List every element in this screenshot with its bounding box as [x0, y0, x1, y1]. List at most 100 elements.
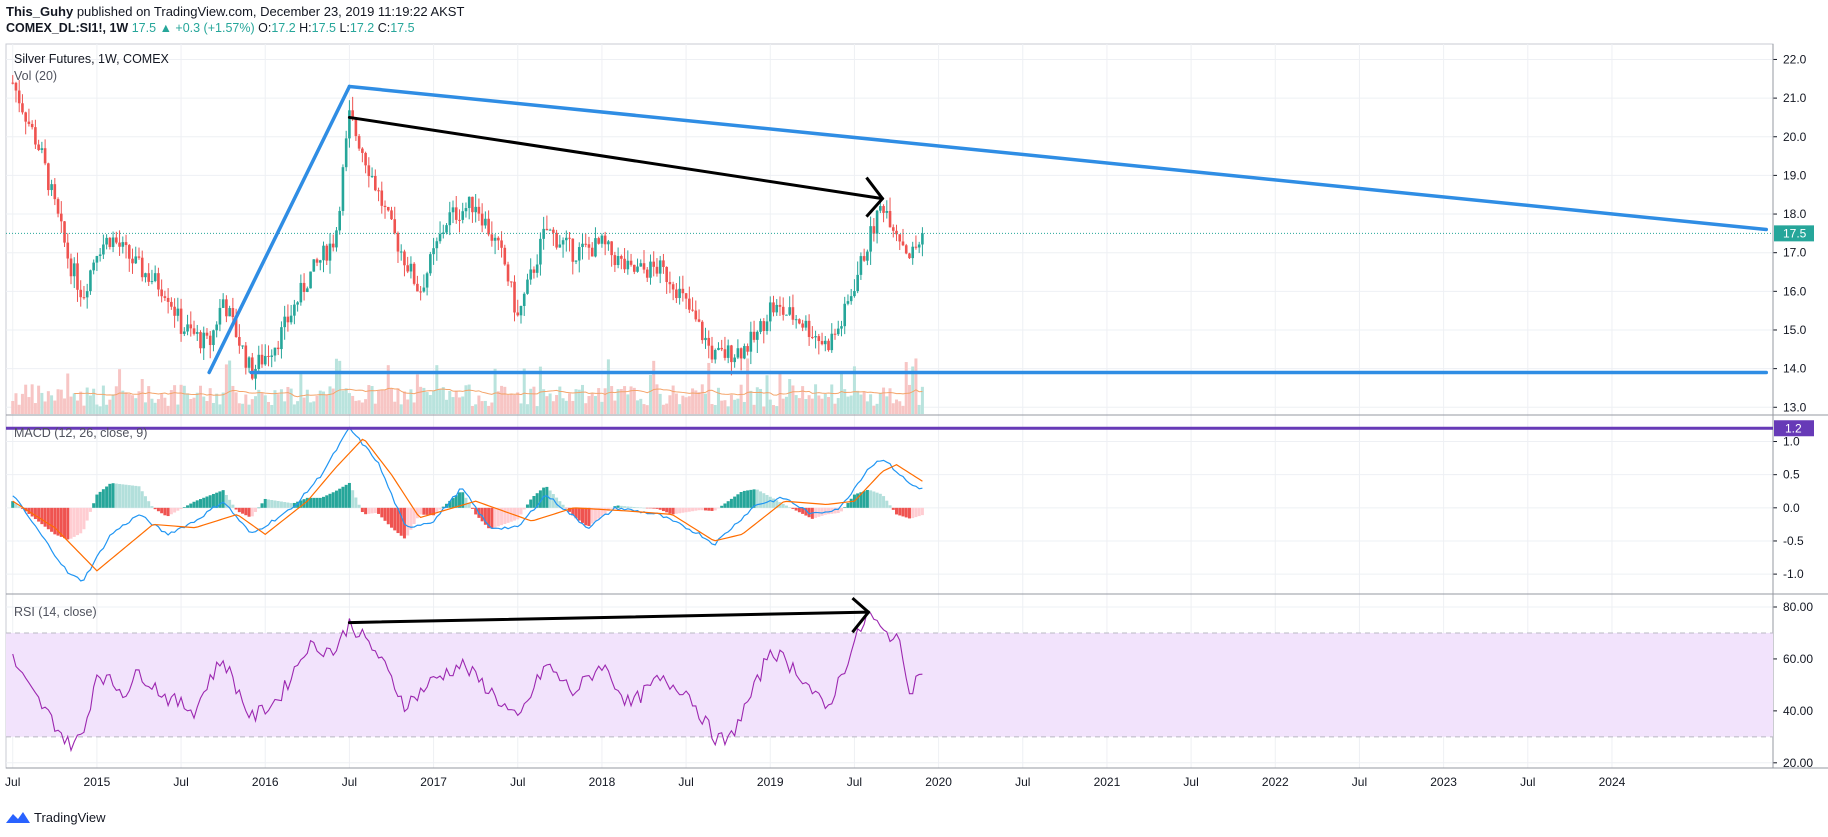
candle-body [768, 302, 772, 322]
candle-body [823, 340, 827, 345]
macd-hist-bar [875, 492, 879, 508]
macd-hist-bar [645, 507, 649, 509]
low-label: L: [339, 21, 350, 35]
volume-bar [338, 360, 342, 414]
macd-hist-bar [623, 506, 627, 508]
macd-hist-bar [237, 507, 241, 513]
macd-hist-bar [270, 499, 274, 508]
macd-hist-bar [189, 503, 193, 508]
candle-body [82, 297, 86, 299]
rsi-scale-label: 80.00 [1783, 600, 1813, 614]
candle-body [594, 238, 597, 257]
macd-hist-bar [694, 507, 698, 511]
high-label: H: [299, 21, 312, 35]
candle-body [843, 303, 847, 327]
volume-bar [134, 398, 138, 414]
macd-hist-bar [419, 507, 423, 515]
candle-body [144, 273, 147, 278]
candle-body [568, 237, 571, 239]
published-text: published on TradingView.com, December 2… [76, 4, 465, 19]
candle-body [115, 237, 118, 243]
volume-bar [833, 403, 837, 414]
volume-bar [412, 402, 416, 414]
volume-bar [496, 391, 500, 414]
volume-bar [827, 397, 831, 414]
macd-hist-bar [901, 507, 905, 517]
candle-body [487, 218, 490, 235]
volume-bar [797, 398, 801, 414]
volume-bar [315, 395, 319, 414]
volume-bar [422, 387, 426, 414]
volume-bar [580, 384, 584, 414]
macd-scale-label: 0.0 [1783, 501, 1800, 515]
candle-body [590, 247, 594, 257]
candle-body [746, 346, 749, 352]
candle-body [814, 336, 817, 338]
volume-bar [309, 402, 313, 414]
candle-body [351, 110, 354, 120]
volume-bar [529, 388, 533, 414]
candle-body [849, 296, 853, 302]
volume-bar [882, 387, 886, 414]
candle-body [759, 321, 762, 332]
macd-hist-bar [697, 507, 701, 511]
macd-hist-bar [648, 507, 652, 509]
macd-hist-bar [571, 507, 575, 516]
macd-hist-bar [461, 492, 465, 508]
x-tick-label: 2024 [1599, 775, 1626, 789]
volume-bar [302, 397, 306, 414]
price-scale-label: 20.0 [1783, 130, 1807, 144]
footer-brand[interactable]: TradingView [6, 810, 106, 825]
candle-body [565, 237, 568, 241]
macd-hist-bar [198, 499, 202, 508]
macd-hist-bar [205, 496, 209, 508]
macd-hist-bar [545, 486, 549, 508]
macd-hist-bar [118, 483, 122, 508]
volume-bar [723, 400, 727, 414]
candle-body [241, 345, 244, 347]
x-tick-label: Jul [173, 775, 188, 789]
volume-bar [451, 397, 455, 414]
candle-body [105, 237, 108, 245]
volume-bar [108, 399, 112, 414]
candle-body [639, 263, 643, 267]
author-name[interactable]: This_Guhy [6, 4, 74, 19]
volume-bar [636, 400, 640, 414]
candle-body [166, 297, 170, 302]
macd-hist-bar [325, 495, 329, 508]
candle-body [419, 291, 422, 293]
candle-body [361, 148, 364, 153]
macd-hist-bar [551, 494, 555, 508]
candle-body [807, 320, 811, 337]
macd-hist-bar [619, 505, 623, 508]
volume-bar [697, 392, 701, 414]
macd-hist-bar [121, 484, 125, 508]
macd-hist-bar [318, 497, 322, 508]
candle-body [47, 163, 50, 191]
volume-bar [791, 385, 795, 414]
candle-body [730, 345, 733, 363]
volume-bar [30, 384, 34, 414]
candle-body [911, 246, 915, 259]
volume-bar [432, 390, 436, 414]
volume-bar [532, 386, 536, 414]
macd-hist-bar [354, 497, 358, 508]
candle-body [228, 308, 231, 317]
macd-hist-bar [904, 507, 908, 518]
macd-hist-bar [869, 490, 873, 508]
macd-hist-bar [448, 500, 452, 508]
volume-bar [33, 403, 37, 414]
volume-bar [205, 401, 209, 414]
macd-hist-bar [470, 507, 474, 509]
candle-body [898, 234, 902, 242]
candle-body [555, 232, 558, 248]
candle-body [620, 256, 623, 259]
volume-bar [739, 384, 743, 414]
candle-body [263, 355, 267, 365]
volume-bar [555, 395, 559, 414]
macd-hist-bar [487, 507, 491, 529]
macd-hist-bar [186, 505, 190, 508]
candle-body [500, 240, 503, 248]
volume-bar [406, 399, 410, 414]
